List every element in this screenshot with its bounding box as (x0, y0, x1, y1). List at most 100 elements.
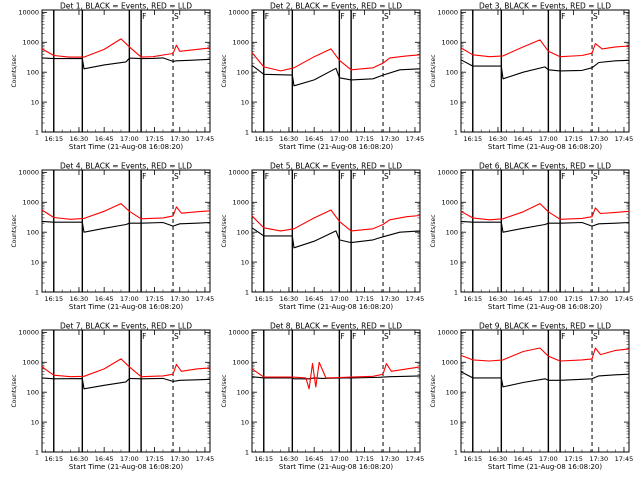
x-tick-label: 16:15 (254, 135, 273, 143)
x-tick-label: 16:45 (514, 295, 533, 303)
chart-panel-1: Det 1, BLACK = Events, RED = LLD 1 10 100 10… (11, 2, 214, 152)
series-line-lld (460, 39, 630, 58)
annotation-label: S (174, 12, 179, 21)
chart-title: Det 5, BLACK = Events, RED = LLD (270, 162, 402, 171)
x-tick-label: 17:30 (380, 135, 399, 143)
series-line-lld (251, 209, 421, 232)
y-axis-label: Counts/sec (221, 54, 228, 87)
y-tick-label: 100 (237, 228, 249, 236)
x-axis-label: Start Time (21-Aug-08 16:08:20) (488, 463, 602, 471)
y-tick-label: 100 (27, 388, 39, 396)
y-axis-label: Counts/sec (430, 54, 437, 87)
x-tick-label: 17:15 (355, 295, 374, 303)
chart-title: Det 7, BLACK = Events, RED = LLD (60, 322, 192, 331)
y-tick-label: 1 (454, 448, 458, 456)
y-tick-label: 10000 (18, 329, 39, 337)
x-tick-label: 17:00 (539, 135, 558, 143)
plot-frame (41, 9, 211, 133)
y-tick-label: 100 (27, 228, 39, 236)
y-tick-label: 1000 (22, 39, 39, 47)
annotation-label: F (142, 332, 146, 341)
x-tick-label: 17:15 (145, 135, 164, 143)
x-tick-label: 16:15 (463, 455, 482, 463)
y-tick-label: 10 (31, 418, 39, 426)
annotation-label: S (593, 332, 598, 341)
annotation-label: S (174, 332, 179, 341)
x-tick-label: 16:45 (95, 295, 114, 303)
x-tick-label: 16:45 (95, 455, 114, 463)
y-tick-label: 1 (245, 128, 249, 136)
y-axis-label: Counts/sec (11, 374, 18, 407)
x-tick-label: 17:45 (615, 455, 634, 463)
y-tick-label: 1000 (441, 39, 458, 47)
y-tick-label: 1000 (232, 39, 249, 47)
chart-panel-7: Det 7, BLACK = Events, RED = LLD 1 10 100 10… (11, 322, 214, 472)
x-tick-label: 17:00 (120, 455, 139, 463)
annotation-label: F (142, 172, 146, 181)
annotation-label: F (340, 172, 344, 181)
chart-panel-5: Det 5, BLACK = Events, RED = LLD 1 10 100 10… (221, 162, 424, 312)
x-tick-label: 16:45 (514, 135, 533, 143)
y-axis-label: Counts/sec (11, 214, 18, 247)
x-tick-label: 16:45 (305, 295, 324, 303)
series-line-lld (41, 38, 211, 58)
annotation-label: F (265, 172, 269, 181)
y-tick-label: 10 (450, 258, 458, 266)
annotation-label: F (340, 332, 344, 341)
y-axis-label: Counts/sec (430, 374, 437, 407)
y-tick-label: 10 (31, 258, 39, 266)
annotation-label: S (174, 172, 179, 181)
x-tick-label: 17:45 (406, 455, 425, 463)
chart-title: Det 2, BLACK = Events, RED = LLD (270, 2, 402, 11)
annotation-label: S (384, 12, 389, 21)
y-tick-label: 10000 (437, 169, 458, 177)
x-tick-label: 16:30 (70, 455, 89, 463)
y-tick-label: 1000 (22, 359, 39, 367)
y-tick-label: 1000 (22, 199, 39, 207)
series-line-lld (460, 203, 630, 221)
x-axis-label: Start Time (21-Aug-08 16:08:20) (488, 303, 602, 311)
series-line-lld (41, 358, 211, 378)
y-tick-label: 1000 (232, 359, 249, 367)
x-axis-label: Start Time (21-Aug-08 16:08:20) (279, 303, 393, 311)
series-line-lld (41, 203, 211, 220)
plot-frame (41, 169, 211, 293)
x-axis-label: Start Time (21-Aug-08 16:08:20) (488, 143, 602, 151)
x-tick-label: 16:45 (95, 135, 114, 143)
x-tick-label: 17:30 (589, 455, 608, 463)
y-tick-label: 10 (241, 258, 249, 266)
series-line-events (41, 377, 211, 390)
x-tick-label: 17:45 (406, 295, 425, 303)
series-line-events (251, 64, 421, 87)
chart-title: Det 4, BLACK = Events, RED = LLD (60, 162, 192, 171)
y-tick-label: 10000 (437, 9, 458, 17)
y-axis-label: Counts/sec (221, 214, 228, 247)
x-tick-label: 17:30 (380, 455, 399, 463)
x-tick-label: 17:00 (539, 455, 558, 463)
x-tick-label: 17:15 (355, 455, 374, 463)
chart-title: Det 8, BLACK = Events, RED = LLD (270, 322, 402, 331)
series-line-events (41, 220, 211, 233)
y-axis-label: Counts/sec (221, 374, 228, 407)
plot-frame (41, 329, 211, 453)
x-tick-label: 16:15 (44, 455, 63, 463)
y-tick-label: 100 (446, 228, 458, 236)
plot-frame (460, 169, 630, 293)
series-line-lld (460, 347, 630, 362)
x-tick-label: 16:30 (489, 295, 508, 303)
plot-frame (460, 329, 630, 453)
chart-title: Det 3, BLACK = Events, RED = LLD (479, 2, 611, 11)
y-tick-label: 100 (237, 388, 249, 396)
y-tick-label: 100 (237, 68, 249, 76)
x-tick-label: 16:15 (254, 455, 273, 463)
series-line-events (460, 59, 630, 80)
x-tick-label: 17:15 (564, 455, 583, 463)
x-tick-label: 16:45 (305, 455, 324, 463)
y-tick-label: 10000 (228, 169, 249, 177)
y-tick-label: 10000 (18, 169, 39, 177)
y-tick-label: 1000 (232, 199, 249, 207)
plot-frame (251, 9, 421, 133)
y-tick-label: 100 (27, 68, 39, 76)
x-tick-label: 17:00 (330, 295, 349, 303)
